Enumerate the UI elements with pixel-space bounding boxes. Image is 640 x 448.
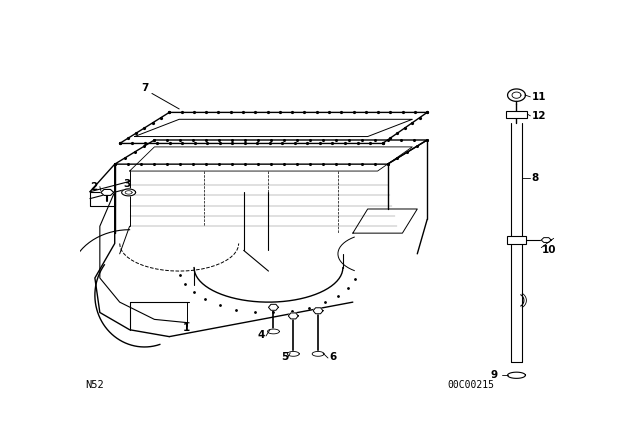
Text: 10: 10: [542, 246, 557, 255]
Text: 1: 1: [183, 323, 190, 333]
Text: 3: 3: [124, 179, 131, 189]
Text: 11: 11: [531, 92, 546, 102]
Text: 5: 5: [281, 352, 288, 362]
Polygon shape: [101, 190, 114, 195]
Text: 12: 12: [531, 111, 546, 121]
Polygon shape: [269, 304, 278, 310]
Polygon shape: [541, 237, 551, 242]
Polygon shape: [508, 89, 525, 101]
Bar: [507, 236, 526, 244]
Polygon shape: [122, 189, 136, 196]
Text: 00C00215: 00C00215: [447, 380, 494, 390]
Polygon shape: [287, 352, 300, 356]
Text: 7: 7: [141, 83, 148, 93]
Text: 9: 9: [491, 370, 498, 380]
Text: 6: 6: [330, 352, 337, 362]
Bar: [506, 111, 527, 117]
Text: 8: 8: [531, 173, 539, 183]
Polygon shape: [313, 308, 323, 314]
Polygon shape: [268, 329, 280, 334]
Text: 4: 4: [257, 330, 265, 340]
Text: N52: N52: [85, 380, 104, 390]
Polygon shape: [508, 372, 525, 379]
Text: 2: 2: [90, 181, 97, 192]
Polygon shape: [312, 352, 324, 356]
Polygon shape: [288, 313, 298, 319]
